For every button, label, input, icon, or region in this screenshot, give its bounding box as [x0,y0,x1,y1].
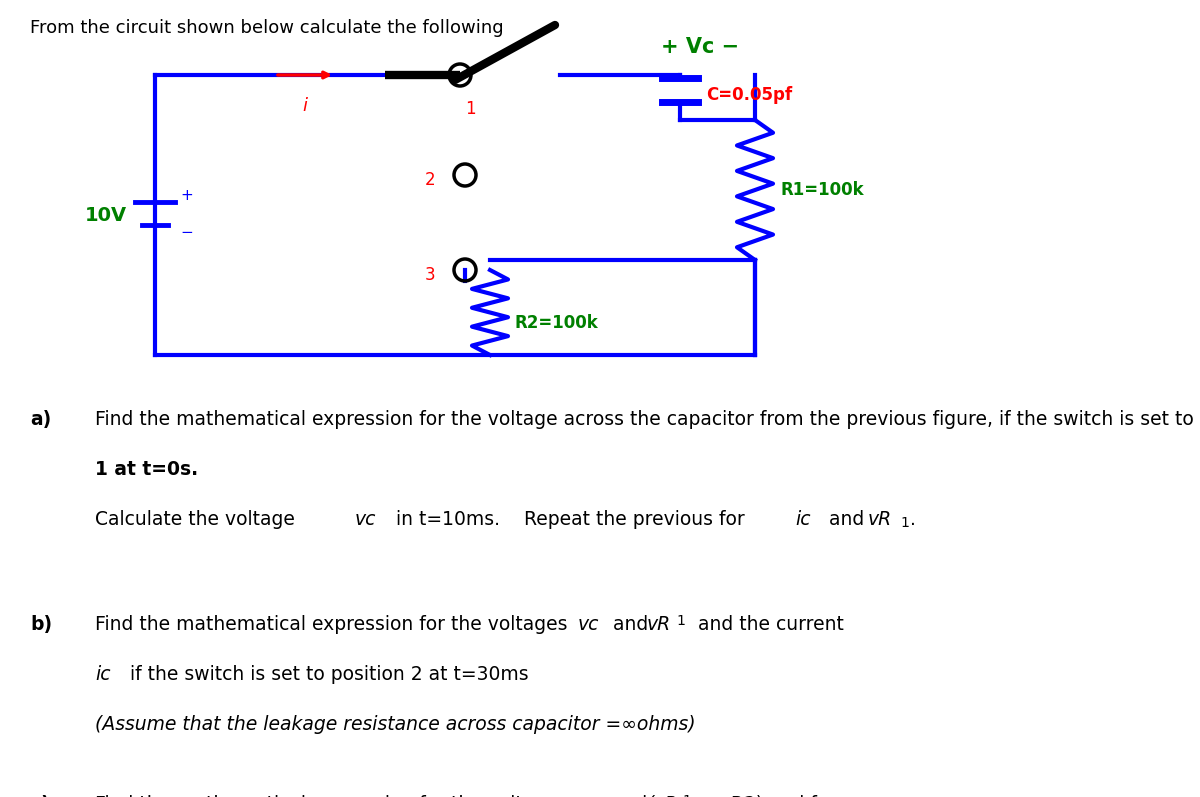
Text: vc: vc [578,795,599,797]
Text: (vR: (vR [647,795,678,797]
Text: ic: ic [95,665,110,684]
Text: a): a) [30,410,52,429]
Text: c): c) [30,795,49,797]
Text: and: and [823,510,870,529]
Text: 3: 3 [425,266,436,284]
Text: and: and [607,615,654,634]
Text: 1: 1 [466,100,475,118]
Text: 10V: 10V [85,206,127,225]
Text: 1: 1 [676,614,685,628]
Text: From the circuit shown below calculate the following: From the circuit shown below calculate t… [30,19,504,37]
Text: vc: vc [355,510,377,529]
Text: + Vc −: + Vc − [661,37,739,57]
Text: b): b) [30,615,52,634]
Text: if the switch is set to position 2 at t=30ms: if the switch is set to position 2 at t=… [124,665,529,684]
Text: R2=100k: R2=100k [515,313,599,332]
Text: ic: ic [796,510,810,529]
Text: R1=100k: R1=100k [780,181,864,199]
Text: in t=10ms.    Repeat the previous for: in t=10ms. Repeat the previous for [390,510,751,529]
Text: +: + [180,187,193,202]
Text: Find the mathematical expression for the voltages: Find the mathematical expression for the… [95,615,574,634]
Text: C=0.05pf: C=0.05pf [706,86,792,104]
Text: 1 at t=0s.: 1 at t=0s. [95,460,198,479]
Text: vR: vR [868,510,892,529]
Text: and: and [606,795,653,797]
Text: and the current: and the current [686,615,844,634]
Text: Find the mathematical expression for the voltage across the capacitor from the p: Find the mathematical expression for the… [95,410,1200,429]
Text: .: . [910,510,916,529]
Text: 1: 1 [682,794,691,797]
Text: Find the mathematical expression for the voltages: Find the mathematical expression for the… [95,795,574,797]
Text: vR: vR [647,615,671,634]
Text: −: − [180,225,193,240]
Text: + vR2) and for: + vR2) and for [692,795,836,797]
Text: i: i [302,97,307,115]
Text: (Assume that the leakage resistance across capacitor =∞ohms): (Assume that the leakage resistance acro… [95,715,696,734]
Text: 1: 1 [900,516,908,530]
Text: vc: vc [578,615,599,634]
Text: 2: 2 [425,171,436,189]
Text: Calculate the voltage: Calculate the voltage [95,510,301,529]
